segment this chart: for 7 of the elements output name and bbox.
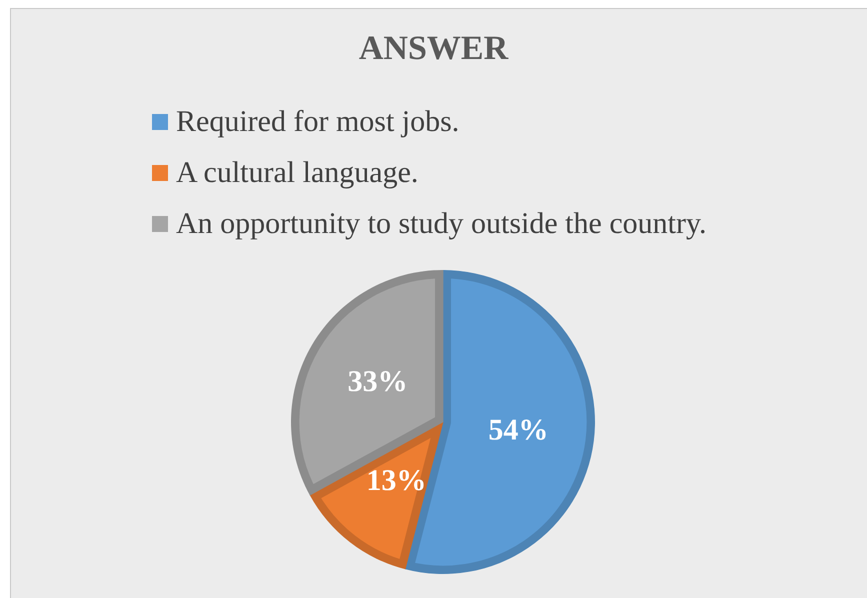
legend-label: A cultural language. [176, 156, 418, 190]
legend-label: An opportunity to study outside the country. [176, 206, 707, 240]
legend-label: Required for most jobs. [176, 104, 460, 138]
data-label: 13% [366, 464, 426, 497]
chart-title: ANSWER [358, 30, 510, 68]
data-label: 54% [488, 413, 548, 446]
data-label: 33% [348, 365, 408, 398]
